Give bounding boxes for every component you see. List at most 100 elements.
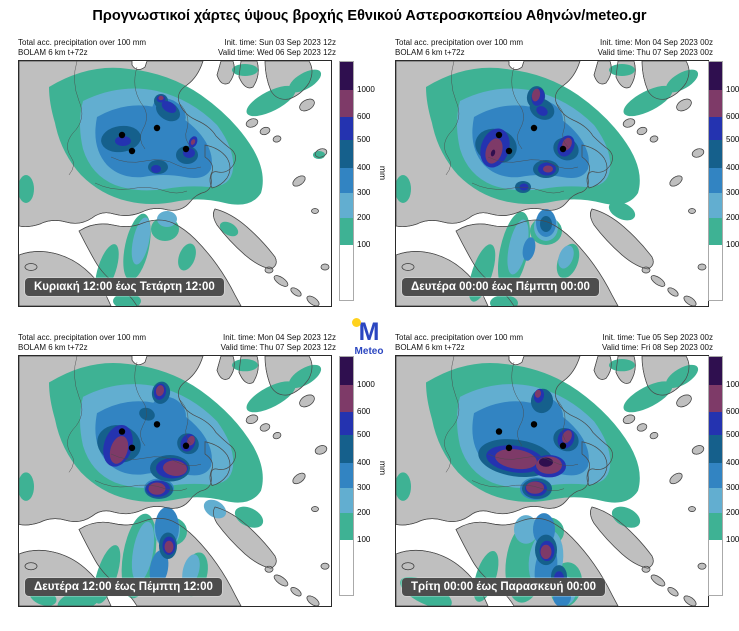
colorbar-segment: [709, 62, 722, 90]
colorbar-tick-label: 200: [357, 508, 371, 517]
colorbar-segment: [340, 245, 353, 300]
colorbar-tick-label: 400: [726, 458, 739, 467]
colorbar-segment: [340, 62, 353, 90]
colorbar-tick-label: 1000: [726, 380, 739, 389]
precipitation-map: [18, 355, 332, 607]
colorbar-segment: [340, 385, 353, 412]
colorbar: 1000 600 500 400 300 200 100 mm: [339, 61, 392, 302]
valid-time: Valid time: Wed 06 Sep 2023 12z: [218, 48, 336, 57]
colorbar-tick-label: 100: [357, 535, 371, 544]
period-label: Δευτέρα 12:00 έως Πέμπτη 12:00: [25, 578, 222, 596]
colorbar-tick-label: 500: [357, 430, 371, 439]
colorbar-tick-label: 100: [726, 535, 739, 544]
page-title: Προγνωστικοί χάρτες ύψους βροχής Εθνικού…: [92, 8, 647, 24]
forecast-panel-4: Total acc. precipitation over 100 mm BOL…: [395, 333, 739, 625]
colorbar-tick-label: 300: [726, 188, 739, 197]
colorbar-segment: [340, 193, 353, 218]
forecast-panel-1: Total acc. precipitation over 100 mm BOL…: [18, 38, 390, 330]
colorbar-segment: [340, 488, 353, 513]
colorbar-segment: [709, 90, 722, 117]
colorbar-tick-label: 600: [357, 407, 371, 416]
colorbar-segment: [709, 412, 722, 435]
period-label: Τρίτη 00:00 έως Παρασκευή 00:00: [402, 578, 605, 596]
meteo-logo-text: Meteo: [354, 346, 384, 357]
colorbar-segment: [709, 193, 722, 218]
precip-info-line: Total acc. precipitation over 100 mm: [18, 38, 147, 47]
meteo-logo: M Meteo: [345, 318, 393, 357]
colorbar-segment: [709, 357, 722, 385]
colorbar-segment: [340, 117, 353, 140]
colorbar-tick-label: 1000: [357, 85, 375, 94]
init-time: Init. time: Mon 04 Sep 2023 00z: [600, 38, 713, 47]
precip-info-line: Total acc. precipitation over 100 mm: [395, 38, 524, 47]
init-time: Init. time: Mon 04 Sep 2023 12z: [223, 333, 336, 342]
colorbar-tick-label: 300: [357, 188, 371, 197]
precipitation-layer: [19, 64, 325, 306]
model-info-line: BOLAM 6 km t+72z: [395, 343, 465, 352]
colorbar-tick-label: 600: [726, 407, 739, 416]
precipitation-map: [18, 60, 332, 307]
colorbar-tick-label: 600: [357, 112, 371, 121]
colorbar-segment: [340, 140, 353, 168]
init-time: Init. time: Tue 05 Sep 2023 00z: [602, 333, 713, 342]
colorbar-segment: [340, 435, 353, 463]
model-info-line: BOLAM 6 km t+72z: [18, 343, 88, 352]
colorbar-tick-label: 400: [357, 163, 371, 172]
panel-header: Total acc. precipitation over 100 mm BOL…: [18, 38, 336, 58]
valid-time: Valid time: Thu 07 Sep 2023 00z: [597, 48, 713, 57]
precip-info-line: Total acc. precipitation over 100 mm: [395, 333, 524, 342]
colorbar-tick-label: 200: [357, 213, 371, 222]
colorbar-unit-label: mm: [378, 165, 389, 181]
colorbar-segment: [340, 463, 353, 488]
colorbar-segment: [340, 218, 353, 245]
colorbar-scale: [708, 356, 723, 596]
forecast-panel-3: Total acc. precipitation over 100 mm BOL…: [18, 333, 390, 625]
colorbar-tick-label: 200: [726, 508, 739, 517]
meteo-logo-monogram: M: [351, 318, 379, 345]
colorbar-tick-label: 1000: [726, 85, 739, 94]
colorbar-segment: [340, 168, 353, 193]
colorbar-segment: [709, 218, 722, 245]
colorbar-tick-label: 300: [357, 483, 371, 492]
colorbar-scale: [339, 61, 354, 301]
precip-info-line: Total acc. precipitation over 100 mm: [18, 333, 147, 342]
colorbar-segment: [340, 90, 353, 117]
colorbar-segment: [340, 357, 353, 385]
precipitation-map: [395, 355, 709, 607]
colorbar-segment: [340, 540, 353, 595]
colorbar-tick-label: 500: [357, 135, 371, 144]
colorbar-tick-label: 1000: [357, 380, 375, 389]
colorbar-segment: [709, 140, 722, 168]
colorbar-segment: [709, 540, 722, 595]
colorbar-tick-label: 200: [726, 213, 739, 222]
panel-header: Total acc. precipitation over 100 mm BOL…: [395, 38, 713, 58]
colorbar-segment: [709, 435, 722, 463]
colorbar-segment: [709, 168, 722, 193]
colorbar-segment: [340, 513, 353, 540]
period-label: Δευτέρα 00:00 έως Πέμπτη 00:00: [402, 278, 599, 296]
colorbar-segment: [709, 385, 722, 412]
colorbar-tick-label: 100: [357, 240, 371, 249]
init-time: Init. time: Sun 03 Sep 2023 12z: [224, 38, 336, 47]
colorbar-tick-label: 500: [726, 430, 739, 439]
colorbar-segment: [709, 117, 722, 140]
colorbar-tick-label: 300: [726, 483, 739, 492]
model-info-line: BOLAM 6 km t+72z: [395, 48, 465, 57]
colorbar-tick-label: 100: [726, 240, 739, 249]
forecast-panel-2: Total acc. precipitation over 100 mm BOL…: [395, 38, 739, 330]
colorbar-tick-label: 500: [726, 135, 739, 144]
precipitation-map: [395, 60, 709, 307]
valid-time: Valid time: Fri 08 Sep 2023 00z: [601, 343, 713, 352]
colorbar-segment: [709, 463, 722, 488]
panel-header: Total acc. precipitation over 100 mm BOL…: [395, 333, 713, 353]
valid-time: Valid time: Thu 07 Sep 2023 12z: [220, 343, 336, 352]
colorbar-scale: [708, 61, 723, 301]
colorbar-segment: [709, 488, 722, 513]
colorbar-segment: [709, 513, 722, 540]
colorbar-unit-label: mm: [378, 460, 389, 476]
colorbar-scale: [339, 356, 354, 596]
colorbar-segment: [340, 412, 353, 435]
panel-header: Total acc. precipitation over 100 mm BOL…: [18, 333, 336, 353]
